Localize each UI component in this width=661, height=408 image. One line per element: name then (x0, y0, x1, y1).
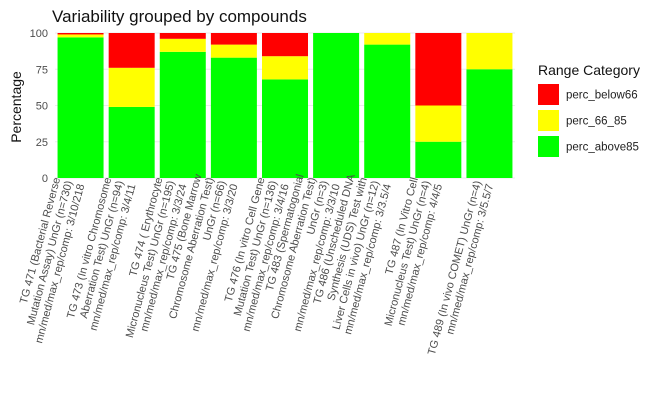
chart-title: Variability grouped by compounds (52, 7, 307, 26)
y-tick-label: 100 (30, 28, 48, 40)
bar-segment-perc-above85 (364, 44, 411, 178)
legend-swatch (538, 136, 559, 157)
y-tick-label: 50 (36, 101, 48, 113)
bar-segment-perc-below66 (210, 33, 257, 45)
bar-segment-perc-66-85 (364, 33, 411, 45)
bar-segment-perc-above85 (57, 37, 104, 178)
bar-segment-perc-above85 (159, 51, 206, 178)
bar-segment-perc-above85 (262, 79, 308, 178)
bar-segment-perc-66-85 (415, 105, 462, 142)
bar-segment-perc-below66 (159, 33, 206, 39)
bar-segment-perc-above85 (108, 106, 155, 178)
bar-segment-perc-66-85 (210, 44, 257, 58)
legend-swatch (538, 84, 559, 105)
bar-segment-perc-above85 (210, 57, 257, 178)
bar-segment-perc-above85 (415, 141, 462, 178)
y-tick-labels: 0 25 50 75 100 (30, 28, 48, 185)
legend-label: perc_above85 (566, 142, 639, 154)
bar-segment-perc-66-85 (159, 38, 206, 52)
legend-swatch (538, 110, 559, 131)
bar-segment-perc-above85 (466, 69, 513, 178)
bar-segment-perc-below66 (57, 33, 104, 35)
bar-segment-perc-66-85 (57, 34, 104, 38)
legend: Range Category perc_below66 perc_66_85per… (538, 62, 640, 157)
y-tick-label: 25 (36, 137, 48, 149)
bar-segment-perc-below66 (108, 33, 155, 68)
bar-segment-perc-below66 (415, 33, 462, 106)
y-axis-title: Percentage (8, 71, 24, 143)
legend-title: Range Category (538, 62, 640, 78)
legend-label: perc_below66 (566, 90, 638, 102)
bar-segment-perc-66-85 (108, 67, 155, 107)
bar-segment-perc-66-85 (262, 56, 308, 80)
y-tick-label: 0 (42, 173, 48, 185)
y-tick-label: 75 (36, 64, 48, 76)
bar-segment-perc-66-85 (466, 33, 513, 70)
bars-group (57, 33, 513, 178)
bar-segment-perc-above85 (313, 33, 360, 178)
bar-segment-perc-below66 (262, 33, 308, 57)
legend-label: perc_66_85 (566, 116, 627, 128)
